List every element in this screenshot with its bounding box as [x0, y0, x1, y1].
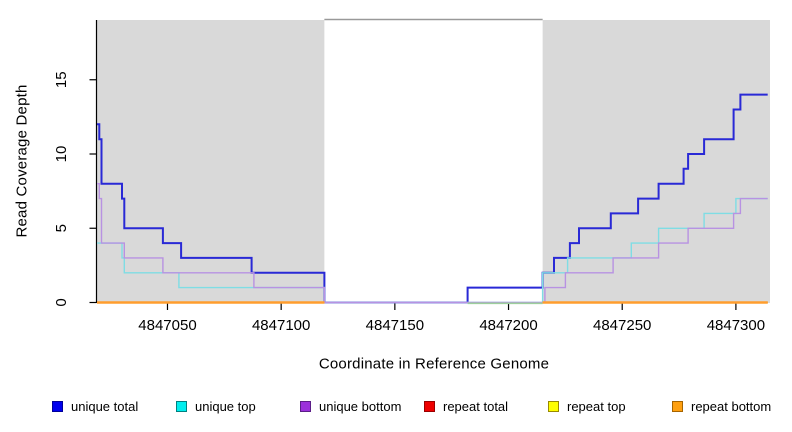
- x-tick-label: 4847300: [707, 317, 765, 334]
- x-tick-label: 4847150: [366, 317, 424, 334]
- legend-item-unique-top: unique top: [176, 397, 256, 415]
- legend-swatch-unique-total: [52, 400, 63, 412]
- legend-item-unique-bottom: unique bottom: [300, 397, 401, 415]
- x-tick-label: 4847200: [479, 317, 537, 334]
- x-tick-label: 4847250: [593, 317, 651, 334]
- repeat-region-band-1: [97, 20, 325, 303]
- series-line-unique-total: [97, 93, 768, 304]
- series-line-unique-top: [97, 197, 768, 304]
- legend-swatch-repeat-bottom: [672, 400, 683, 412]
- legend-swatch-repeat-top: [548, 400, 559, 412]
- y-tick-label: 10: [53, 146, 70, 163]
- series-line-unique-bottom: [97, 183, 768, 304]
- y-tick-label: 0: [53, 298, 70, 306]
- repeat-region-band-2: [542, 20, 770, 303]
- chart-legend: unique total unique top unique bottom repea…: [0, 397, 792, 419]
- legend-label: unique total: [71, 398, 139, 414]
- legend-swatch-repeat-total: [424, 400, 435, 412]
- legend-label: repeat total: [443, 398, 509, 414]
- legend-label: repeat bottom: [691, 398, 772, 414]
- y-tick-label: 5: [53, 224, 70, 232]
- legend-item-unique-total: unique total: [52, 397, 138, 415]
- legend-label: unique top: [195, 398, 256, 414]
- x-axis-title: Coordinate in Reference Genome: [318, 355, 550, 373]
- x-tick-label: 4847050: [138, 317, 196, 334]
- legend-swatch-unique-bottom: [300, 400, 311, 412]
- y-axis-title: Read Coverage Depth: [13, 84, 31, 238]
- y-tick-label: 15: [53, 71, 70, 88]
- legend-label: repeat top: [567, 398, 626, 414]
- legend-item-repeat-total: repeat total: [424, 397, 508, 415]
- legend-item-repeat-bottom: repeat bottom: [672, 397, 771, 415]
- x-tick-label: 4847100: [252, 317, 310, 334]
- legend-item-repeat-top: repeat top: [548, 397, 626, 415]
- legend-swatch-unique-top: [176, 400, 187, 412]
- legend-label: unique bottom: [319, 398, 402, 414]
